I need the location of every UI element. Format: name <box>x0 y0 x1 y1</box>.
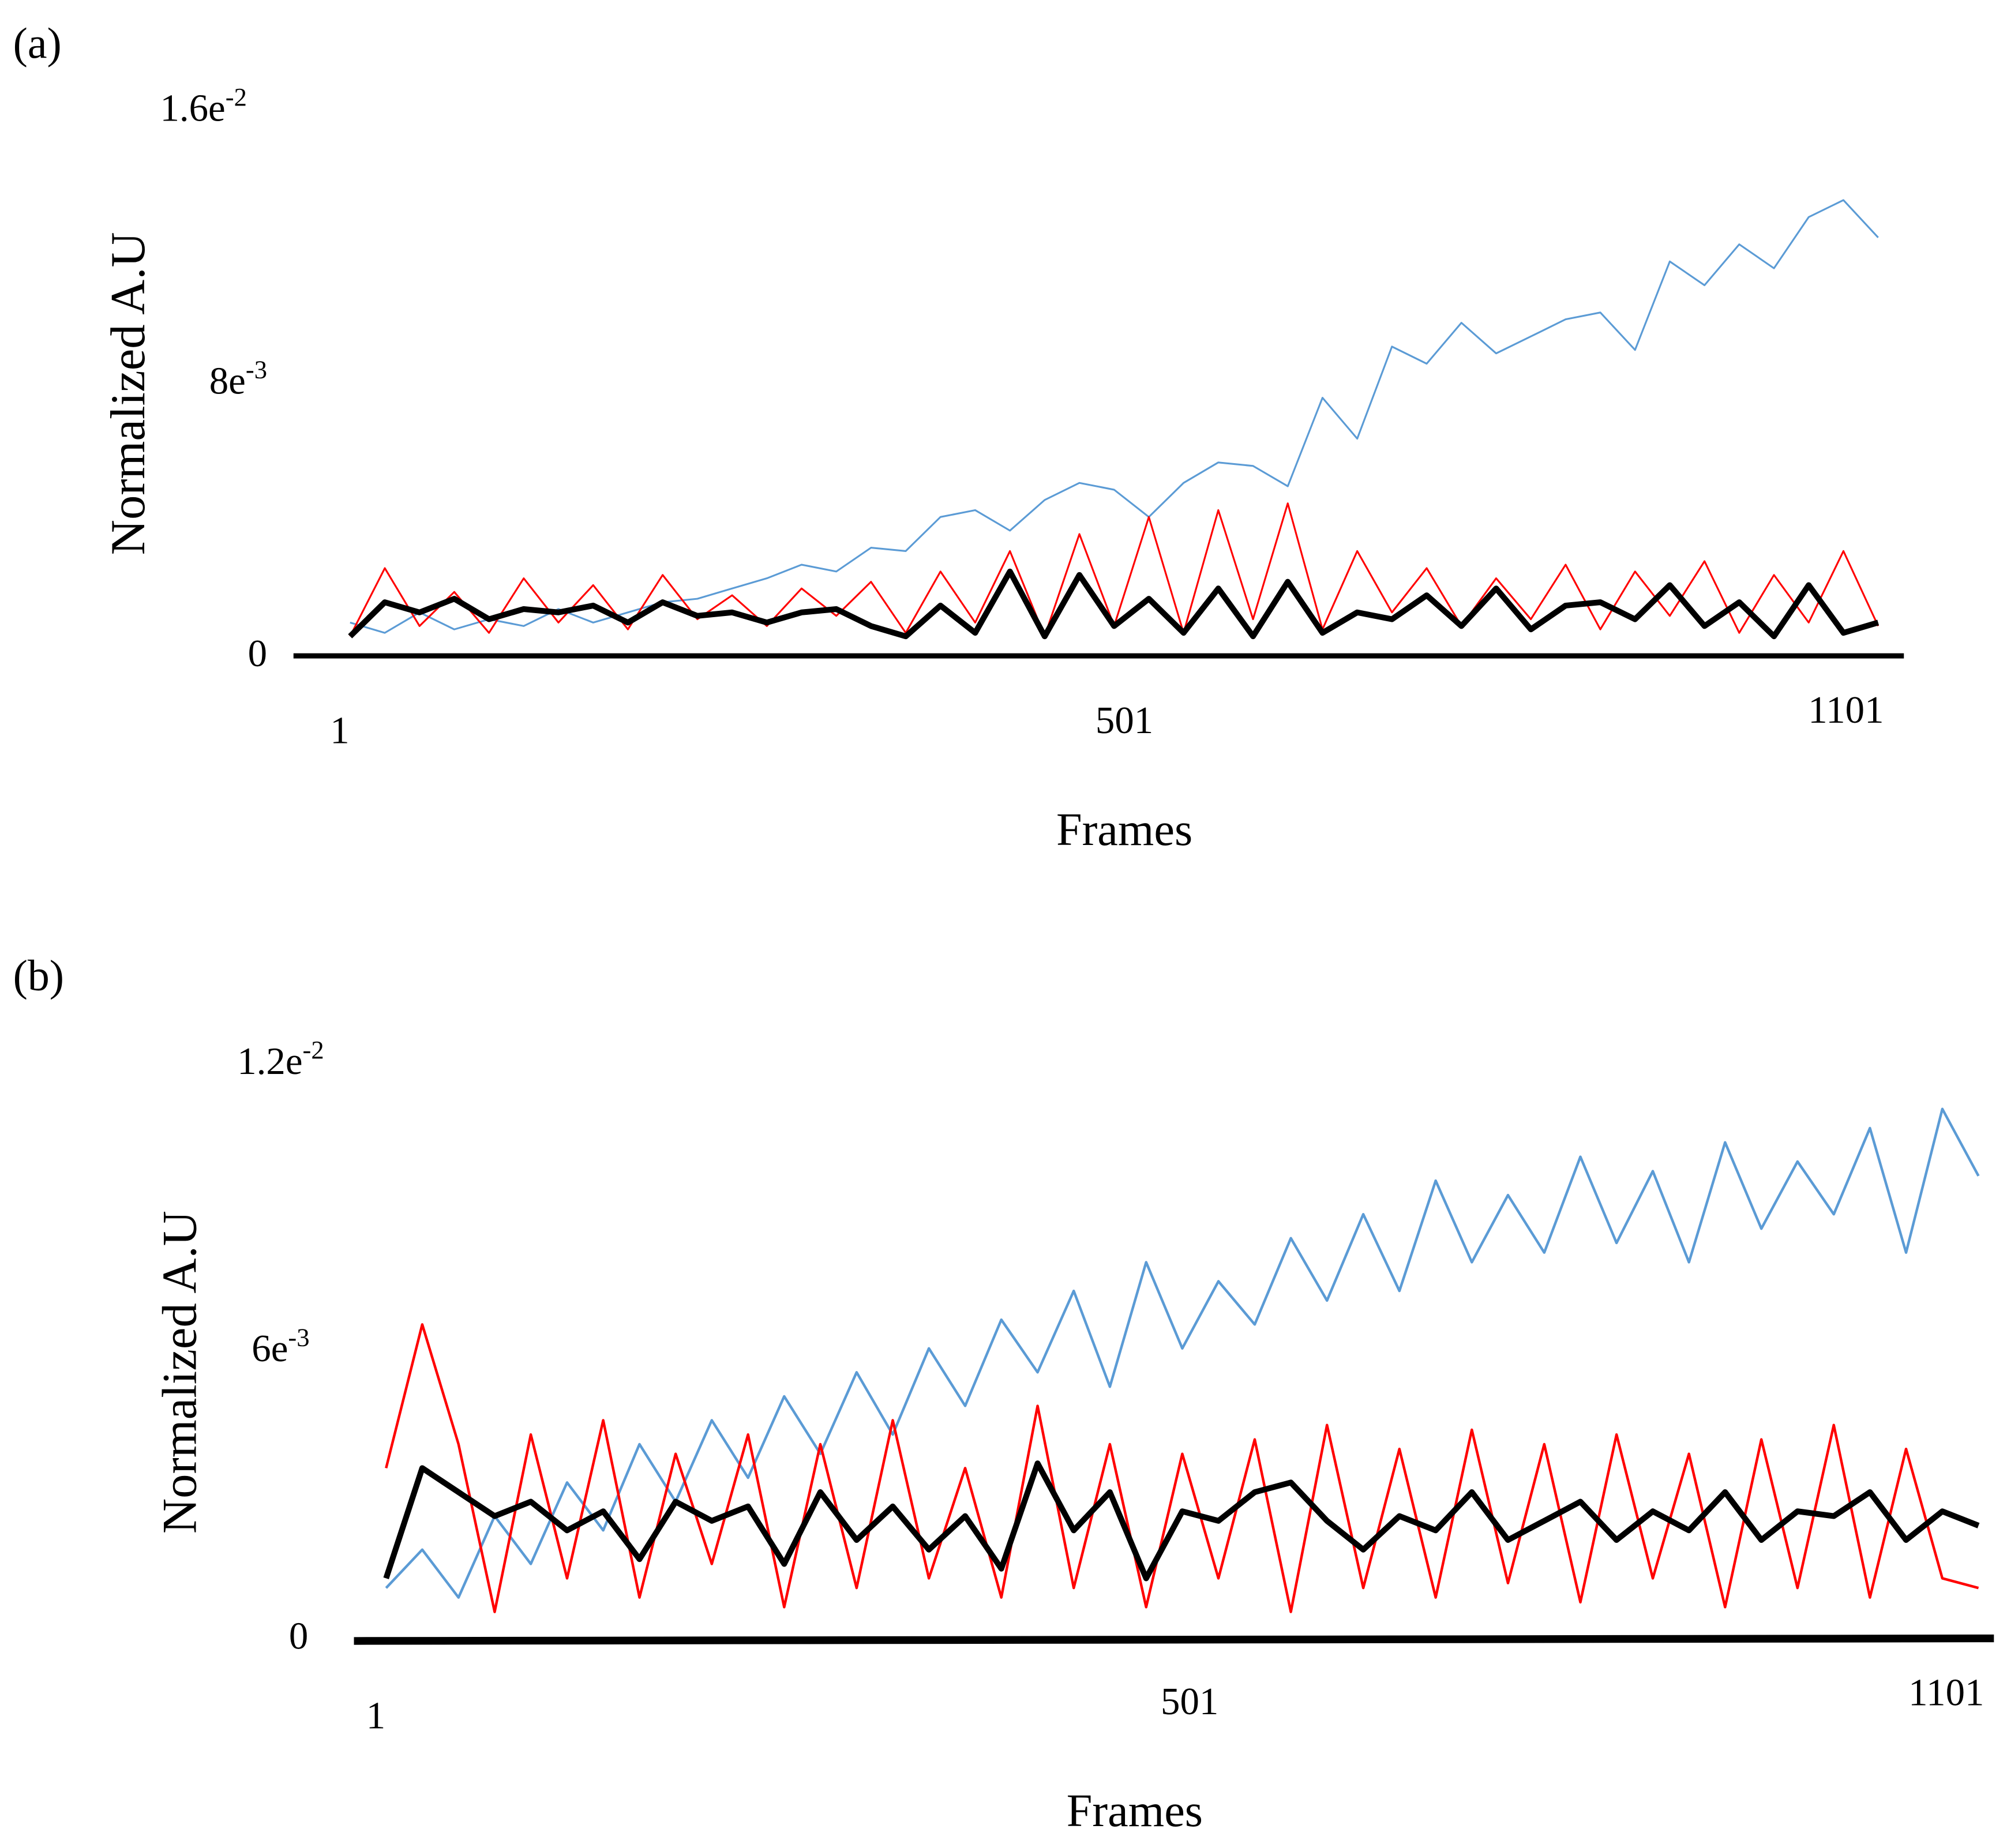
y-ticks: 0 8e-3 1.6e-2 <box>160 82 267 675</box>
plot-area <box>348 199 1880 640</box>
x-ticks: 1 501 1101 <box>330 689 1884 752</box>
x-axis-label: Frames <box>1067 1785 1203 1836</box>
y-axis-label: Normalized A.U <box>153 1211 207 1534</box>
y-axis-label: Normalized A.U <box>102 232 155 555</box>
panel-a: (a) Normalized A.U Frames 0 8e-3 1.6e-2 1 5… <box>13 19 1904 855</box>
x-tick-label: 501 <box>1096 699 1153 742</box>
x-axis-line <box>354 1634 1994 1645</box>
x-tick-label: 1 <box>330 709 349 752</box>
panel-label: (b) <box>13 952 64 1000</box>
x-tick-label: 1101 <box>1908 1672 1984 1714</box>
x-axis-label: Frames <box>1056 804 1192 855</box>
plot-area <box>383 1107 1980 1613</box>
y-tick-label: 0 <box>289 1614 308 1657</box>
y-ticks: 0 6e-3 1.2e-2 <box>237 1035 324 1657</box>
x-ticks: 1 501 1101 <box>366 1672 1985 1737</box>
series-line-1 <box>385 1323 1979 1613</box>
panel-b: (b) Normalized A.U Frames 0 6e-3 1.2e-2 1 5… <box>13 952 1994 1836</box>
x-tick-label: 1 <box>366 1695 385 1737</box>
series-line-0 <box>350 199 1879 634</box>
series-line-2 <box>383 1460 1980 1582</box>
x-tick-label: 1101 <box>1808 689 1884 731</box>
series-line-0 <box>385 1107 1980 1599</box>
panel-label: (a) <box>13 19 62 67</box>
y-tick-label: 0 <box>248 632 267 675</box>
y-tick-label: 1.2e-2 <box>237 1035 324 1083</box>
y-tick-label: 1.6e-2 <box>160 82 246 130</box>
y-tick-label: 6e-3 <box>252 1323 309 1370</box>
x-tick-label: 501 <box>1161 1680 1218 1723</box>
y-tick-label: 8e-3 <box>209 355 267 403</box>
series-line-2 <box>348 568 1880 640</box>
